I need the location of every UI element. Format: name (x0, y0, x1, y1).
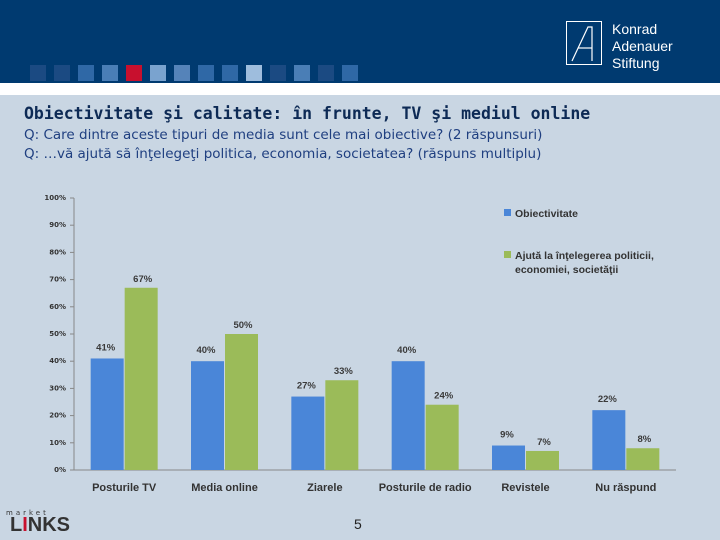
bar (325, 380, 359, 470)
data-label: 67% (133, 274, 153, 285)
data-label: 33% (334, 366, 354, 377)
decorative-square (270, 65, 286, 81)
decorative-square (222, 65, 238, 81)
bar (225, 334, 258, 470)
page-number: 5 (354, 516, 362, 532)
y-tick-label: 70% (49, 276, 66, 284)
y-tick-label: 80% (49, 248, 66, 256)
y-tick-label: 100% (44, 194, 66, 202)
decorative-square (198, 65, 214, 81)
legend-swatch (504, 251, 511, 258)
data-label: 40% (397, 345, 417, 356)
y-tick-label: 40% (49, 357, 66, 365)
data-label: 50% (233, 320, 253, 331)
white-strip (0, 83, 720, 95)
y-tick-label: 50% (49, 330, 66, 338)
data-label: 40% (196, 345, 216, 356)
bar (90, 358, 124, 470)
data-label: 22% (598, 394, 618, 405)
y-tick-label: 60% (49, 303, 66, 311)
legend-label: economiei, societăţii (515, 264, 618, 276)
bar (124, 287, 158, 470)
decorative-square (342, 65, 358, 81)
decorative-squares (30, 65, 358, 81)
data-label: 24% (434, 391, 454, 402)
logo-links-part: NKS (27, 514, 71, 536)
x-tick-label: Ziarele (307, 482, 342, 494)
decorative-square (30, 65, 46, 81)
y-tick-label: 0% (54, 466, 66, 474)
market-links-logo: market LINKS (6, 509, 76, 537)
logo-links-highlight: I (22, 514, 28, 536)
decorative-square (78, 65, 94, 81)
x-tick-label: Posturile de radio (379, 482, 472, 494)
x-tick-label: Posturile TV (92, 482, 157, 494)
question-1: Q: Care dintre aceste tipuri de media su… (24, 127, 543, 143)
y-tick-label: 10% (49, 439, 66, 447)
bar (492, 445, 525, 470)
slide-title: Obiectivitate şi calitate: în frunte, TV… (24, 104, 591, 123)
bar (391, 361, 425, 470)
decorative-square (294, 65, 310, 81)
bar (191, 361, 224, 470)
data-label: 41% (96, 342, 116, 353)
bar (526, 450, 559, 470)
x-tick-label: Revistele (501, 482, 549, 494)
header-bar: Konrad Adenauer Stiftung (0, 0, 720, 83)
question-2: Q: …vă ajută să înţelegeţi politica, eco… (24, 146, 542, 162)
logo-line: Stiftung (612, 55, 660, 71)
legend-label: Ajută la înţelegerea politicii, (515, 250, 654, 262)
kas-logo-icon (566, 21, 602, 65)
decorative-square (126, 65, 142, 81)
kas-logo-text: Konrad Adenauer Stiftung (612, 21, 673, 72)
data-label: 9% (500, 430, 514, 441)
data-label: 27% (297, 381, 317, 392)
logo-links-text: LINKS (10, 514, 70, 537)
data-label: 7% (537, 437, 551, 448)
logo-links-part: L (10, 514, 23, 536)
logo-line: Adenauer (612, 38, 673, 54)
kas-logo: Konrad Adenauer Stiftung (566, 21, 673, 72)
legend-swatch (504, 209, 511, 216)
y-tick-label: 90% (49, 221, 66, 229)
y-tick-label: 30% (49, 384, 66, 392)
decorative-square (318, 65, 334, 81)
logo-line: Konrad (612, 21, 658, 37)
bar (425, 404, 459, 470)
logo-market-text: market (6, 509, 49, 517)
decorative-square (246, 65, 262, 81)
decorative-square (102, 65, 118, 81)
x-tick-label: Media online (191, 482, 258, 494)
bar (626, 448, 660, 470)
legend-label: Obiectivitate (515, 208, 578, 220)
decorative-square (54, 65, 70, 81)
y-tick-label: 20% (49, 412, 66, 420)
x-tick-label: Nu răspund (595, 482, 656, 494)
data-label: 8% (637, 434, 651, 445)
decorative-square (150, 65, 166, 81)
bar (291, 396, 325, 470)
decorative-square (174, 65, 190, 81)
bar (592, 410, 626, 470)
